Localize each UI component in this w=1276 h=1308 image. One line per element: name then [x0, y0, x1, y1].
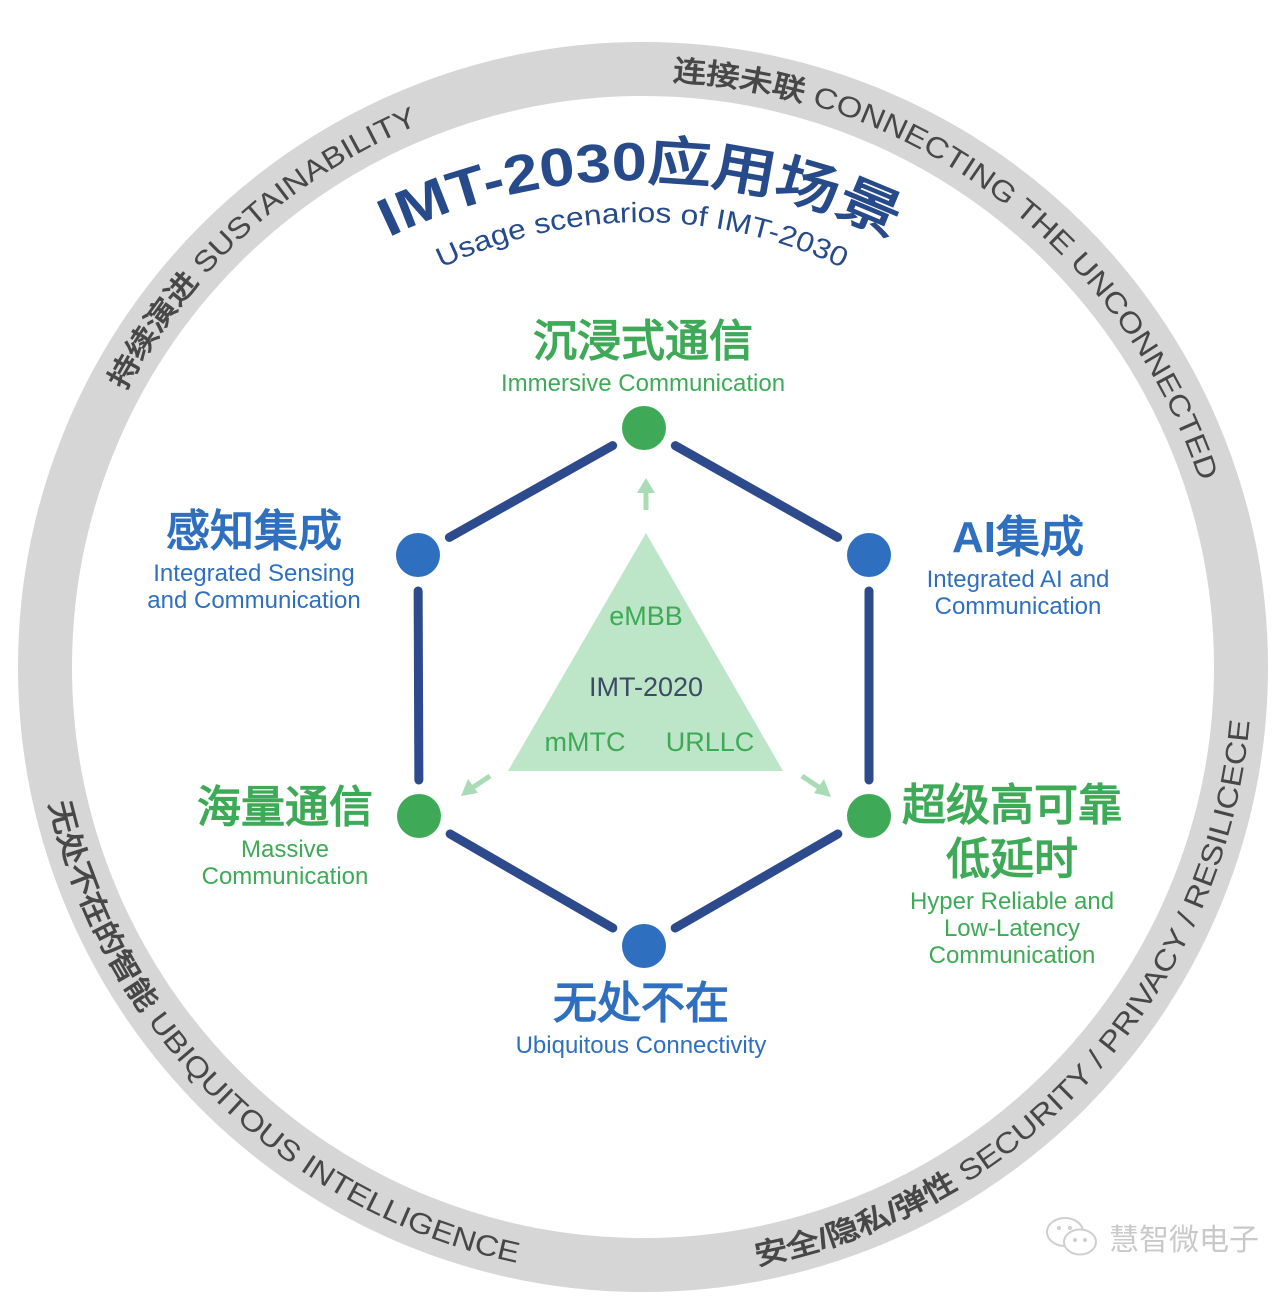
scenario-ai: AI集成 Integrated AI and Communication — [926, 513, 1110, 621]
watermark: 慧智微电子 — [1045, 1215, 1259, 1259]
hexagon — [396, 406, 891, 968]
arrow-up-icon — [637, 478, 655, 510]
scenario-massive: 海量通信 Massive Communication — [197, 783, 373, 891]
scenario-hrllc: 超级高可靠 低延时 Hyper Reliable and Low-Latency… — [902, 781, 1122, 970]
imt2020-triangle — [508, 533, 783, 771]
triangle-mmtc: mMTC — [545, 727, 626, 757]
scenario-sensing: 感知集成 Integrated Sensing and Communicatio… — [147, 507, 361, 615]
arrows — [461, 478, 831, 797]
triangle-imt2020: IMT-2020 — [589, 672, 703, 702]
scenario-desc: Hyper Reliable and — [909, 888, 1115, 915]
scenario-desc: Communication — [928, 942, 1096, 969]
scenario-desc: Low-Latency — [943, 915, 1081, 942]
node-immersive — [622, 406, 666, 450]
scenario-desc: Ubiquitous Connectivity — [515, 1032, 767, 1059]
node-ubiquitous — [622, 924, 666, 968]
watermark-text: 慧智微电子 — [1109, 1224, 1259, 1257]
scenario-title: AI集成 — [952, 513, 1084, 562]
ring-zh: 无处不在的智能 — [43, 797, 164, 1017]
title-zh: IMT-2030应用场景 — [368, 131, 910, 248]
scenario-title: 低延时 — [946, 835, 1078, 884]
ring-label-sustainability: 持续演进 SUSTAINABILITY — [102, 102, 421, 394]
hexagon-edge — [413, 586, 424, 785]
scenario-immersive: 沉浸式通信 Immersive Communication — [500, 317, 786, 398]
node-hrllc — [847, 794, 891, 838]
scenario-desc: Immersive Communication — [500, 370, 786, 397]
scenario-desc: Integrated Sensing — [153, 560, 355, 587]
wechat-icon — [1046, 1217, 1097, 1256]
node-ai — [847, 533, 891, 577]
ring-label-connecting: 连接未联 CONNECTING THE UNCONNECTED — [672, 55, 1224, 484]
hexagon-edge — [670, 829, 843, 933]
hexagon-edge — [670, 441, 843, 542]
scenario-desc: and Communication — [147, 587, 361, 614]
arrow-down-right-icon — [800, 773, 831, 797]
scenario-desc: Integrated AI and — [926, 566, 1110, 593]
triangle-embb: eMBB — [609, 601, 683, 631]
node-massive — [397, 794, 441, 838]
scenario-title: 沉浸式通信 — [532, 317, 753, 366]
scenario-title: 超级高可靠 — [902, 781, 1122, 830]
scenario-title: 无处不在 — [552, 979, 729, 1028]
scenario-title: 海量通信 — [197, 783, 373, 832]
arrow-down-left-icon — [461, 773, 492, 796]
scenario-desc: Massive — [240, 836, 330, 863]
scenario-ubiquitous: 无处不在 Ubiquitous Connectivity — [515, 979, 767, 1060]
hexagon-edge — [445, 829, 618, 933]
scenario-desc: Communication — [934, 593, 1102, 620]
scenario-desc: Communication — [201, 863, 369, 890]
scenario-title: 感知集成 — [165, 507, 342, 556]
outer-ring — [18, 42, 1268, 1292]
node-sensing — [396, 533, 440, 577]
hexagon-edge — [444, 441, 618, 542]
triangle-urllc: URLLC — [666, 727, 755, 757]
